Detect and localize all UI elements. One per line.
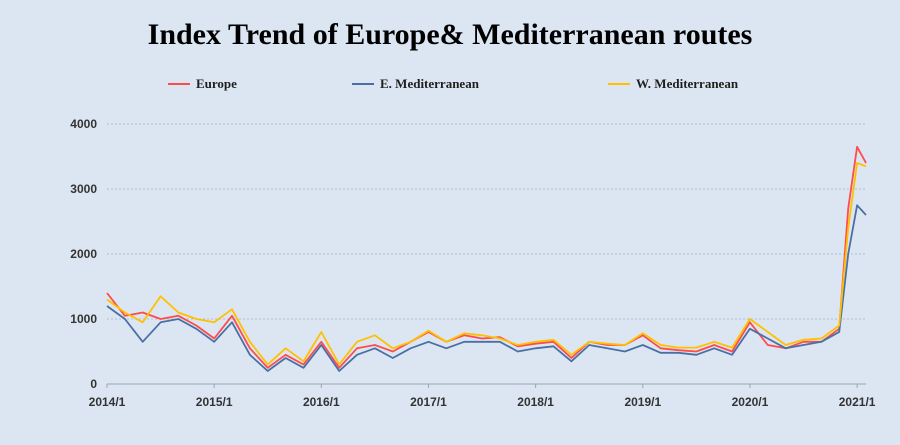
legend: Europe E. Mediterranean W. Mediterranean: [0, 76, 900, 92]
legend-item-europe: Europe: [168, 76, 237, 92]
chart-title: Index Trend of Europe& Mediterranean rou…: [147, 18, 753, 51]
legend-label-e-mediterranean: E. Mediterranean: [380, 76, 479, 91]
x-tick-label: 2021/1: [839, 395, 876, 409]
y-tick-label: 3000: [70, 182, 97, 196]
legend-label-w-mediterranean: W. Mediterranean: [636, 76, 739, 91]
x-tick-label: 2015/1: [196, 395, 233, 409]
x-tick-label: 2016/1: [303, 395, 340, 409]
x-tick-label: 2014/1: [89, 395, 126, 409]
legend-item-w-mediterranean: W. Mediterranean: [608, 76, 738, 92]
x-tick-label: 2017/1: [410, 395, 447, 409]
legend-label-europe: Europe: [196, 76, 237, 91]
series-line-w-mediterranean: [106, 162, 867, 366]
series-line-e-mediterranean: [106, 204, 867, 372]
series-line-europe: [106, 145, 867, 369]
x-tick-label: 2020/1: [732, 395, 769, 409]
x-tick-label: 2018/1: [517, 395, 554, 409]
legend-swatch-europe: [168, 83, 190, 85]
y-tick-label: 0: [90, 377, 97, 391]
legend-item-e-mediterranean: E. Mediterranean: [352, 76, 479, 92]
legend-swatch-w-mediterranean: [608, 83, 630, 85]
x-tick-label: 2019/1: [624, 395, 661, 409]
y-tick-label: 1000: [70, 312, 97, 326]
y-tick-label: 4000: [70, 117, 97, 131]
legend-swatch-e-mediterranean: [352, 83, 374, 85]
y-tick-label: 2000: [70, 247, 97, 261]
